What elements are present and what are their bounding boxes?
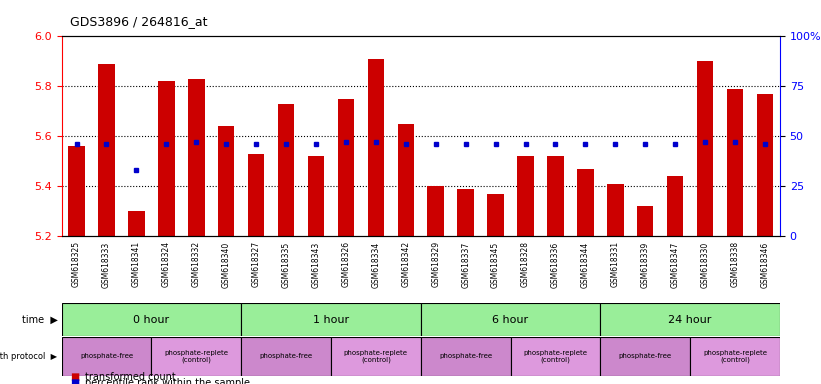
Bar bbox=[420, 337, 511, 376]
Bar bbox=[600, 337, 690, 376]
Bar bbox=[218, 126, 235, 236]
Bar bbox=[488, 194, 504, 236]
Bar bbox=[727, 89, 743, 236]
Bar bbox=[397, 124, 414, 236]
Text: GSM618340: GSM618340 bbox=[222, 242, 231, 288]
Text: phosphate-free: phosphate-free bbox=[619, 353, 672, 359]
Text: time  ▶: time ▶ bbox=[21, 314, 57, 325]
Text: phosphate-free: phosphate-free bbox=[439, 353, 493, 359]
Text: GSM618338: GSM618338 bbox=[731, 242, 740, 288]
Text: phosphate-free: phosphate-free bbox=[259, 353, 313, 359]
Text: GSM618334: GSM618334 bbox=[371, 242, 380, 288]
Text: ■: ■ bbox=[70, 372, 79, 382]
Bar bbox=[428, 186, 444, 236]
Text: GSM618327: GSM618327 bbox=[251, 242, 260, 288]
Text: GSM618330: GSM618330 bbox=[700, 242, 709, 288]
Bar bbox=[128, 211, 144, 236]
Text: phosphate-replete
(control): phosphate-replete (control) bbox=[164, 349, 228, 363]
Text: phosphate-replete
(control): phosphate-replete (control) bbox=[524, 349, 588, 363]
Text: GSM618324: GSM618324 bbox=[162, 242, 171, 288]
Text: percentile rank within the sample: percentile rank within the sample bbox=[85, 378, 250, 384]
Bar bbox=[188, 79, 204, 236]
Text: GSM618337: GSM618337 bbox=[461, 242, 470, 288]
Text: GSM618325: GSM618325 bbox=[72, 242, 81, 288]
Bar bbox=[690, 337, 780, 376]
Text: GSM618332: GSM618332 bbox=[192, 242, 201, 288]
Bar bbox=[457, 189, 474, 236]
Text: phosphate-replete
(control): phosphate-replete (control) bbox=[703, 349, 767, 363]
Text: ■: ■ bbox=[70, 378, 79, 384]
Bar bbox=[600, 303, 780, 336]
Text: phosphate-replete
(control): phosphate-replete (control) bbox=[344, 349, 408, 363]
Bar bbox=[757, 94, 773, 236]
Bar bbox=[511, 337, 600, 376]
Text: GSM618335: GSM618335 bbox=[282, 242, 291, 288]
Text: growth protocol  ▶: growth protocol ▶ bbox=[0, 352, 57, 361]
Bar bbox=[62, 303, 241, 336]
Bar bbox=[548, 156, 564, 236]
Text: GSM618347: GSM618347 bbox=[671, 242, 680, 288]
Bar bbox=[308, 156, 324, 236]
Bar bbox=[241, 337, 331, 376]
Text: phosphate-free: phosphate-free bbox=[80, 353, 133, 359]
Text: GSM618326: GSM618326 bbox=[342, 242, 351, 288]
Bar bbox=[99, 64, 115, 236]
Bar bbox=[248, 154, 264, 236]
Bar bbox=[151, 337, 241, 376]
Bar bbox=[607, 184, 624, 236]
Bar bbox=[420, 303, 600, 336]
Text: GSM618333: GSM618333 bbox=[102, 242, 111, 288]
Bar bbox=[277, 104, 294, 236]
Bar bbox=[241, 303, 420, 336]
Bar bbox=[158, 81, 175, 236]
Text: GSM618344: GSM618344 bbox=[581, 242, 590, 288]
Text: GSM618329: GSM618329 bbox=[431, 242, 440, 288]
Text: 1 hour: 1 hour bbox=[313, 314, 349, 325]
Text: GSM618339: GSM618339 bbox=[640, 242, 649, 288]
Text: GSM618343: GSM618343 bbox=[311, 242, 320, 288]
Bar bbox=[337, 99, 354, 236]
Text: GSM618336: GSM618336 bbox=[551, 242, 560, 288]
Bar bbox=[331, 337, 420, 376]
Text: 24 hour: 24 hour bbox=[668, 314, 712, 325]
Text: 6 hour: 6 hour bbox=[493, 314, 529, 325]
Bar bbox=[637, 206, 654, 236]
Bar bbox=[368, 59, 384, 236]
Bar bbox=[697, 61, 713, 236]
Bar bbox=[517, 156, 534, 236]
Text: GSM618331: GSM618331 bbox=[611, 242, 620, 288]
Text: transformed count: transformed count bbox=[85, 372, 176, 382]
Text: GSM618341: GSM618341 bbox=[132, 242, 141, 288]
Text: GSM618342: GSM618342 bbox=[401, 242, 410, 288]
Bar bbox=[62, 337, 151, 376]
Bar bbox=[577, 169, 594, 236]
Text: 0 hour: 0 hour bbox=[133, 314, 169, 325]
Text: GSM618345: GSM618345 bbox=[491, 242, 500, 288]
Text: GDS3896 / 264816_at: GDS3896 / 264816_at bbox=[70, 15, 207, 28]
Bar bbox=[667, 176, 683, 236]
Text: GSM618346: GSM618346 bbox=[760, 242, 769, 288]
Bar bbox=[68, 146, 85, 236]
Text: GSM618328: GSM618328 bbox=[521, 242, 530, 287]
